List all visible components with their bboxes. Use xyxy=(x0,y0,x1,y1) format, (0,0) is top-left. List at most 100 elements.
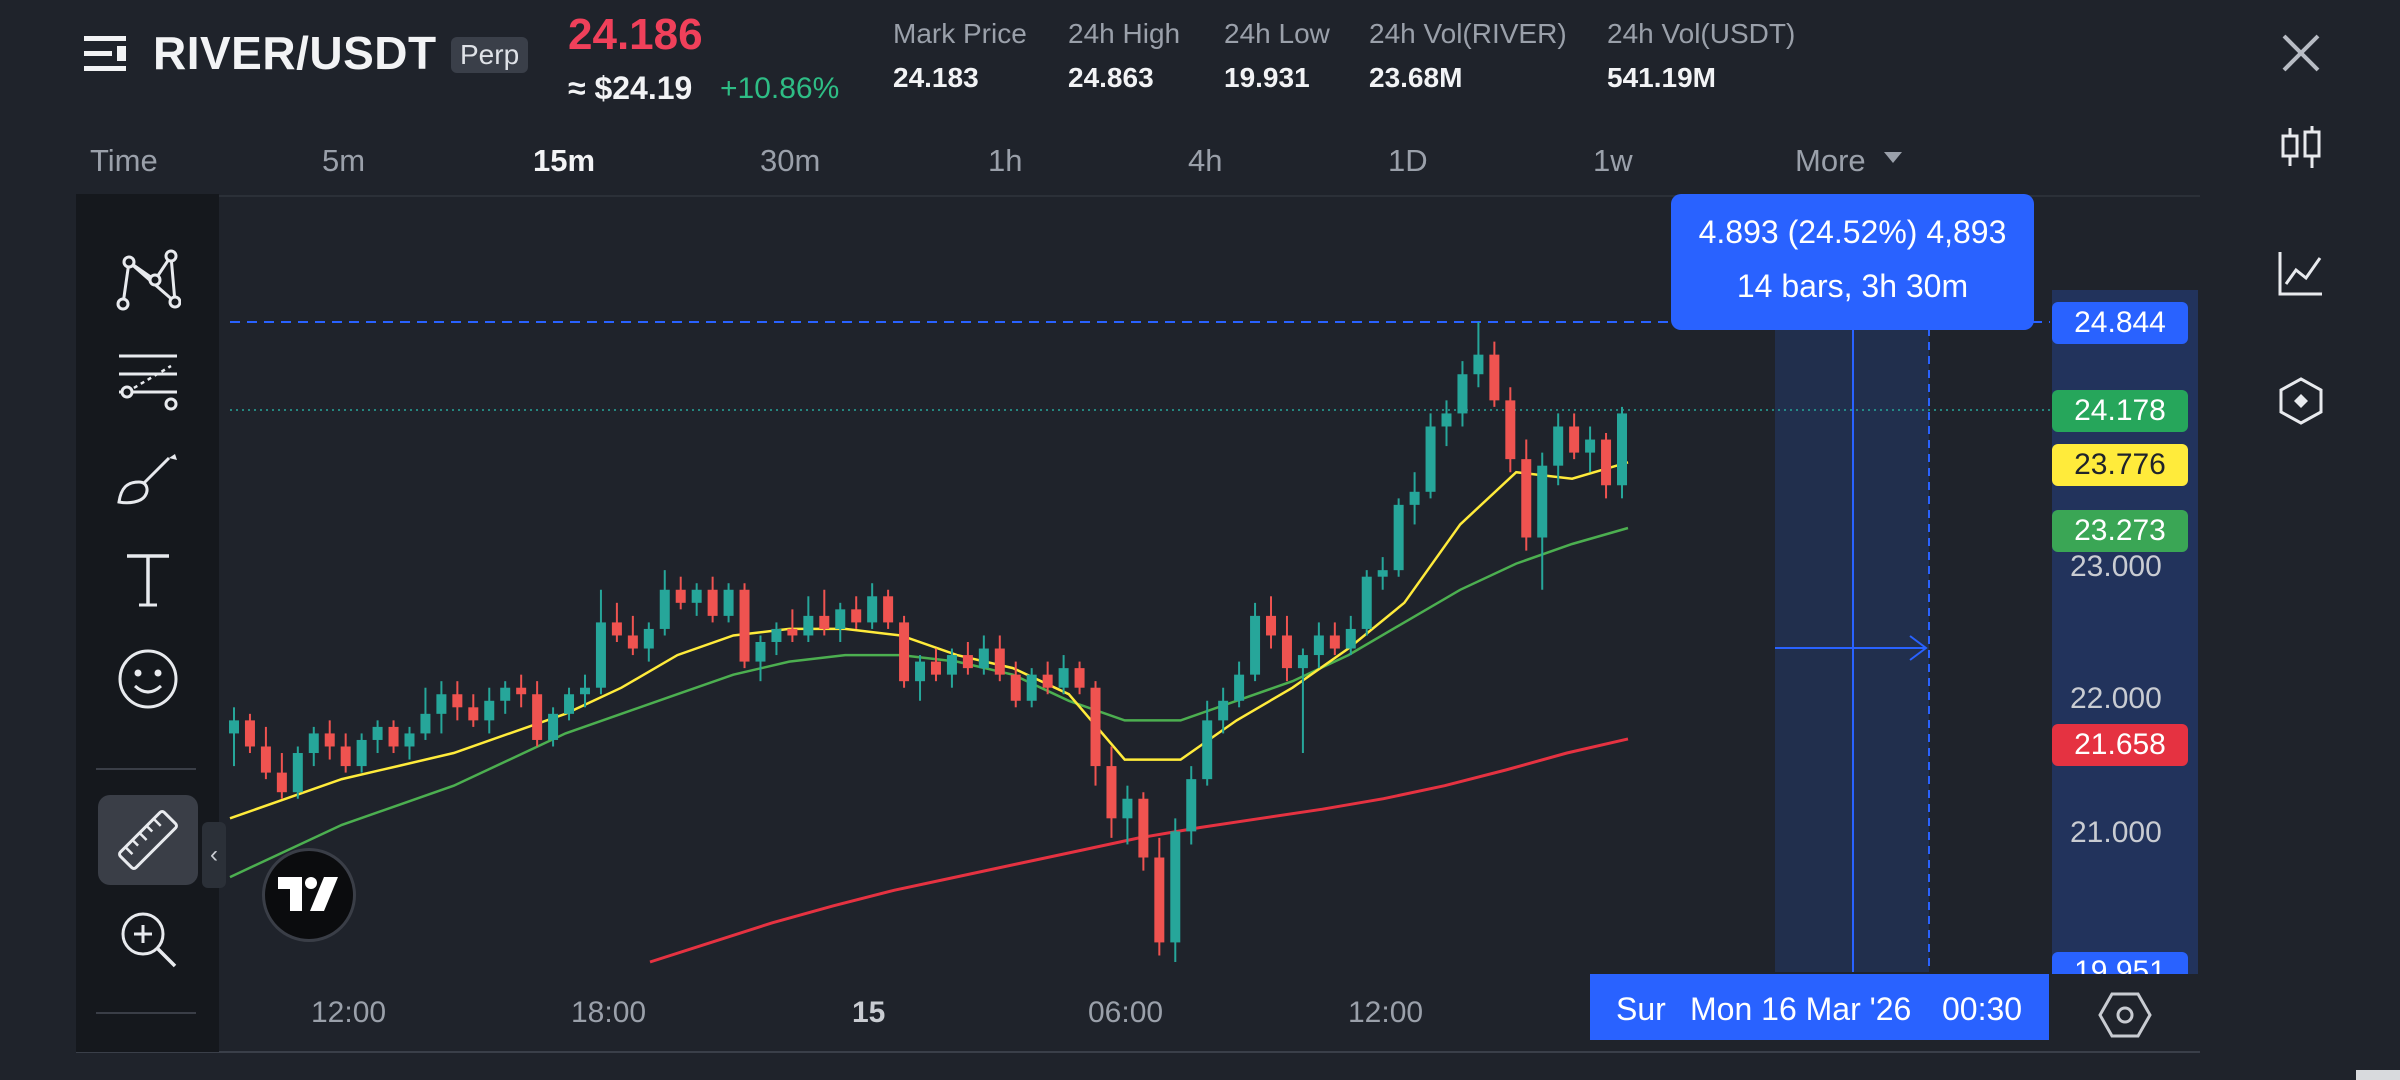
ruler-tool[interactable] xyxy=(98,795,198,885)
candle-down xyxy=(516,687,527,695)
candle-down xyxy=(611,622,622,636)
smiley-icon xyxy=(118,649,178,709)
candle-up xyxy=(1393,504,1404,571)
crosshair-date: Mon 16 Mar '26 xyxy=(1690,991,1912,1027)
candle-up xyxy=(579,687,590,695)
candle-up xyxy=(420,713,431,734)
interval-15m[interactable]: 15m xyxy=(533,143,596,178)
candle-up xyxy=(1234,674,1245,701)
emoji-tool[interactable] xyxy=(98,634,198,724)
price-tick-label: 22.000 xyxy=(2070,682,2162,715)
candle-up xyxy=(1058,668,1069,688)
candle-up xyxy=(1377,570,1388,577)
toolbar-collapse-button[interactable]: ‹ xyxy=(202,822,226,888)
ma-fast-badge: 23.776 xyxy=(2052,444,2188,486)
candle-up xyxy=(1473,354,1484,375)
time-tick-label: 12:00 xyxy=(311,996,387,1029)
crosshair-time: 00:30 xyxy=(1942,991,2023,1027)
interval-1w[interactable]: 1w xyxy=(1593,143,1633,178)
candle-up xyxy=(803,615,814,636)
candle-down xyxy=(787,628,798,636)
candle-down xyxy=(930,661,941,675)
candle-up xyxy=(1202,720,1213,780)
candle-up xyxy=(1361,576,1372,629)
candle-down xyxy=(962,655,973,669)
time-tick-label: 06:00 xyxy=(1088,996,1164,1029)
interval-1d[interactable]: 1D xyxy=(1388,143,1428,178)
tradingview-logo-icon xyxy=(278,877,338,911)
candle-down xyxy=(276,772,287,793)
candle-up xyxy=(292,753,303,793)
tradingview-logo[interactable] xyxy=(262,848,356,942)
candle-up xyxy=(308,733,319,754)
stat-label-24h-low: 24h Low xyxy=(1224,18,1330,49)
time-tick-label: 18:00 xyxy=(571,996,647,1029)
time-tick-label: 12:00 xyxy=(1348,996,1424,1029)
ma-mid-line xyxy=(229,526,1629,879)
pattern-tool[interactable] xyxy=(98,234,198,324)
candle-down xyxy=(1090,687,1101,767)
candle-up xyxy=(691,589,702,603)
candle-up xyxy=(867,596,878,623)
low-price-badge: 19.951 xyxy=(2052,952,2188,974)
stat-label-mark-price: Mark Price xyxy=(893,18,1027,49)
candle-up xyxy=(1313,635,1324,656)
candle-up xyxy=(500,687,511,701)
close-icon[interactable] xyxy=(2278,30,2324,76)
chevron-down-icon[interactable] xyxy=(1884,152,1902,163)
text-tool[interactable] xyxy=(98,534,198,624)
zoom-in-tool[interactable] xyxy=(98,894,198,984)
candle-up xyxy=(723,589,734,616)
fib-retracement-tool[interactable] xyxy=(98,334,198,424)
candle-down xyxy=(244,720,255,747)
candle-up xyxy=(1170,831,1181,943)
contract-badge: Perp xyxy=(451,37,529,73)
indicators-icon[interactable] xyxy=(2276,248,2326,298)
candle-up xyxy=(356,739,367,767)
measure-change: 4.893 (24.52%) 4,893 xyxy=(1698,214,2007,250)
candle-down xyxy=(1569,426,1580,453)
brush-tool[interactable] xyxy=(98,434,198,524)
candle-down xyxy=(1074,668,1085,688)
candle-up xyxy=(436,694,447,714)
ruler-icon xyxy=(118,810,178,870)
zoom-in-icon xyxy=(121,912,177,968)
interval-30m[interactable]: 30m xyxy=(760,143,821,178)
toolbar-divider xyxy=(96,1012,196,1014)
candle-down xyxy=(1138,798,1149,858)
candle-down xyxy=(1281,635,1292,669)
candle-up xyxy=(1218,700,1229,721)
pair-symbol[interactable]: RIVER/USDT xyxy=(153,27,437,79)
candle-down xyxy=(883,596,894,623)
interval-4h[interactable]: 4h xyxy=(1188,143,1223,178)
toolbar-divider xyxy=(96,768,196,770)
candle-down xyxy=(340,746,351,767)
interval-more[interactable]: More xyxy=(1795,143,1866,178)
interval-time[interactable]: Time xyxy=(90,143,158,178)
chart-settings-icon[interactable] xyxy=(2098,990,2152,1040)
candle-up xyxy=(595,622,606,688)
candle-up xyxy=(1457,374,1468,414)
candlestick-chart-icon[interactable] xyxy=(2276,122,2326,172)
candle-up xyxy=(771,628,782,642)
candle-up xyxy=(1553,426,1564,466)
candle-down xyxy=(819,615,830,629)
time-tick-label-day: 15 xyxy=(852,996,886,1029)
candle-up xyxy=(1617,413,1627,486)
candle-down xyxy=(707,589,718,616)
menu-icon[interactable] xyxy=(84,34,130,74)
candle-up xyxy=(946,655,957,675)
interval-1h[interactable]: 1h xyxy=(988,143,1023,178)
last-price: 24.186 xyxy=(568,10,703,59)
stat-label-24h-vol-river: 24h Vol(RIVER) xyxy=(1369,18,1567,49)
candle-up xyxy=(755,642,766,662)
candle-up xyxy=(1409,491,1420,505)
candle-down xyxy=(1521,459,1532,538)
candle-down xyxy=(388,726,399,747)
hexagon-settings-icon[interactable] xyxy=(2276,376,2326,426)
candle-up xyxy=(915,661,926,682)
text-icon xyxy=(127,554,169,607)
candle-up xyxy=(1122,798,1133,819)
interval-5m[interactable]: 5m xyxy=(322,143,366,178)
